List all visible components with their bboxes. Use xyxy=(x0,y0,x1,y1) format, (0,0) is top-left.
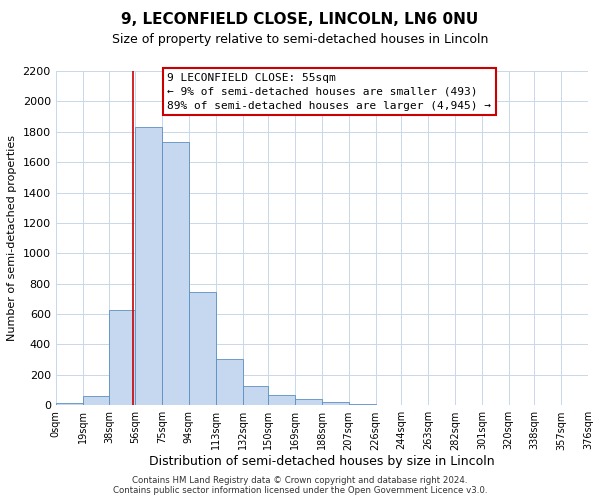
Bar xyxy=(268,394,295,406)
Y-axis label: Number of semi-detached properties: Number of semi-detached properties xyxy=(7,135,17,341)
Bar xyxy=(189,292,215,406)
Bar xyxy=(162,142,189,406)
Text: 9 LECONFIELD CLOSE: 55sqm
← 9% of semi-detached houses are smaller (493)
89% of : 9 LECONFIELD CLOSE: 55sqm ← 9% of semi-d… xyxy=(167,72,491,110)
Text: 9, LECONFIELD CLOSE, LINCOLN, LN6 0NU: 9, LECONFIELD CLOSE, LINCOLN, LN6 0NU xyxy=(121,12,479,28)
Bar xyxy=(242,386,268,406)
Bar xyxy=(83,396,109,406)
Bar xyxy=(349,404,376,406)
X-axis label: Distribution of semi-detached houses by size in Lincoln: Distribution of semi-detached houses by … xyxy=(149,455,494,468)
Bar xyxy=(295,399,322,406)
Text: Contains HM Land Registry data © Crown copyright and database right 2024.: Contains HM Land Registry data © Crown c… xyxy=(132,476,468,485)
Bar xyxy=(322,402,349,406)
Bar xyxy=(56,403,83,406)
Bar xyxy=(109,310,135,406)
Bar xyxy=(376,404,401,406)
Bar xyxy=(215,359,242,406)
Bar xyxy=(135,127,162,406)
Text: Size of property relative to semi-detached houses in Lincoln: Size of property relative to semi-detach… xyxy=(112,32,488,46)
Text: Contains public sector information licensed under the Open Government Licence v3: Contains public sector information licen… xyxy=(113,486,487,495)
